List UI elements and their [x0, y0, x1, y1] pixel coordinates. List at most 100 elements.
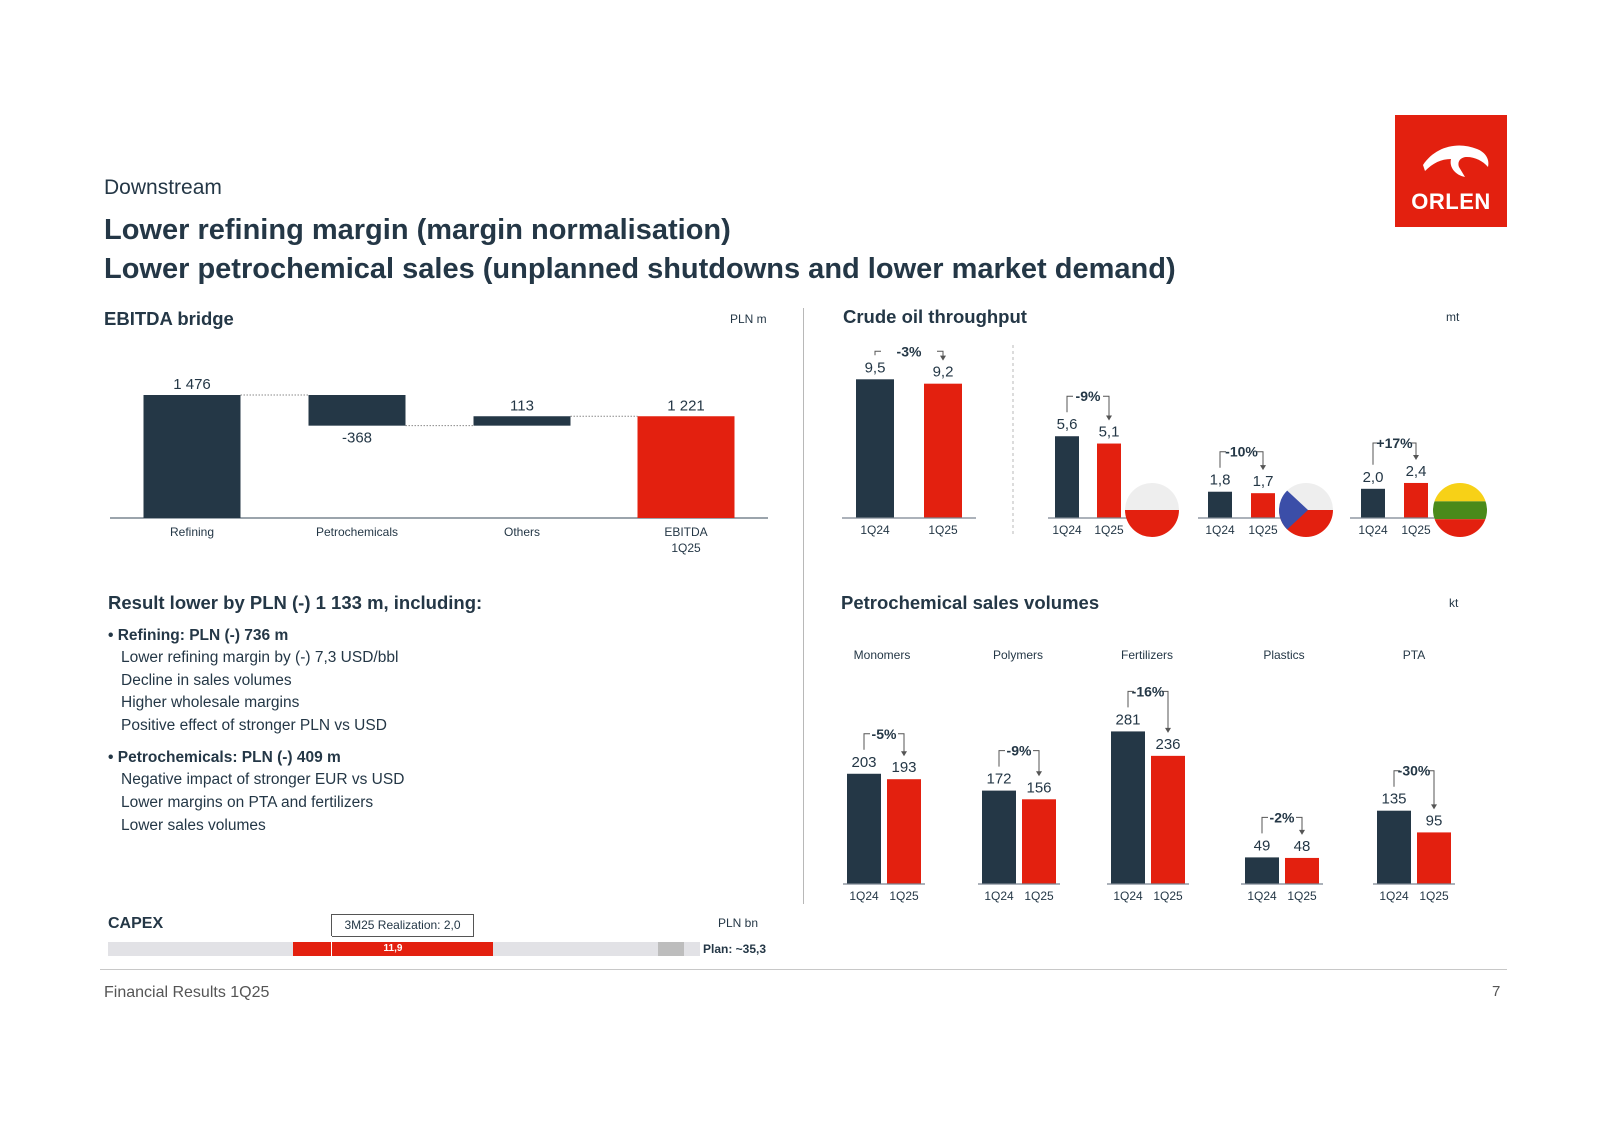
petro-polymers-change-bracket — [998, 750, 1040, 776]
crude-total-xlabel: 1Q25 — [928, 523, 958, 537]
crude-czech-republic-change-label: -10% — [1225, 444, 1258, 460]
crude-poland-xlabel: 1Q25 — [1094, 523, 1124, 537]
capex-value-bar: 11,9 — [293, 942, 493, 956]
petro-polymers-value-1q24: 172 — [986, 771, 1011, 788]
petro-fertilizers-xlabel: 1Q24 — [1113, 889, 1143, 903]
petro-plastics-change-label: -2% — [1270, 809, 1295, 825]
petro-pta-value-1q24: 135 — [1381, 791, 1406, 808]
crude-lithuania-value-1q24: 2,0 — [1363, 469, 1384, 486]
crude-lithuania-change-bracket — [1372, 442, 1417, 465]
capex-end-segment — [658, 942, 684, 956]
petro-pta-change-arrow — [1431, 804, 1437, 810]
crude-poland-bar-1q24 — [1055, 436, 1079, 518]
petro-plastics-xlabel: 1Q24 — [1247, 889, 1277, 903]
capex-realization-box: 3M25 Realization: 2,0 — [331, 914, 474, 937]
crude-total-value-1q25: 9,2 — [933, 364, 954, 381]
petro-fertilizers-xlabel: 1Q25 — [1153, 889, 1183, 903]
page-title-line-1: Lower refining margin (margin normalisat… — [104, 214, 731, 246]
petro-plastics-value-1q25: 48 — [1294, 838, 1311, 855]
petro-monomers-value-1q24: 203 — [851, 754, 876, 771]
section-label: Downstream — [104, 176, 222, 199]
crude-unit: mt — [1446, 310, 1460, 324]
footer-divider — [100, 969, 1507, 970]
crude-total-xlabel: 1Q24 — [860, 523, 890, 537]
crude-total-change-arrow — [940, 355, 946, 361]
petro-polymers-xlabel: 1Q25 — [1024, 889, 1054, 903]
vertical-divider — [803, 308, 804, 904]
ebitda-category-label: Refining — [170, 525, 214, 539]
bullet-item: Positive effect of stronger PLN vs USD — [121, 716, 387, 734]
petro-plastics-xlabel: 1Q25 — [1287, 889, 1317, 903]
petro-category-label: PTA — [1403, 648, 1425, 662]
footer-text: Financial Results 1Q25 — [104, 984, 270, 1001]
crude-poland-xlabel: 1Q24 — [1052, 523, 1082, 537]
ebitda-bar — [143, 395, 241, 518]
petro-title: Petrochemical sales volumes — [841, 592, 1100, 613]
crude-poland-change-label: -9% — [1076, 388, 1101, 404]
crude-poland-change-arrow — [1106, 415, 1112, 421]
ebitda-value-label: 1 221 — [667, 397, 705, 414]
crude-lithuania-bar-1q24 — [1361, 488, 1385, 518]
bullet-item: Decline in sales volumes — [121, 671, 292, 689]
capex-unit: PLN bn — [718, 916, 759, 930]
ebitda-bar — [637, 416, 735, 518]
petro-category-label: Polymers — [993, 648, 1043, 662]
petro-pta-value-1q25: 95 — [1426, 812, 1443, 829]
petro-polymers-value-1q25: 156 — [1026, 779, 1051, 796]
petro-monomers-xlabel: 1Q24 — [849, 889, 879, 903]
ebitda-unit: PLN m — [730, 312, 767, 326]
petro-pta-bar-1q24 — [1377, 810, 1411, 884]
crude-poland-value-1q24: 5,6 — [1057, 416, 1078, 433]
crude-lithuania-xlabel: 1Q25 — [1401, 523, 1431, 537]
crude-total-bar-1q25 — [924, 383, 962, 518]
crude-czech-republic-value-1q24: 1,8 — [1210, 472, 1231, 489]
crude-czech-republic-bar-1q24 — [1208, 491, 1232, 518]
petro-polymers-xlabel: 1Q24 — [984, 889, 1014, 903]
petro-polymers-bar-1q25 — [1022, 799, 1056, 884]
eagle-logo-icon — [1423, 145, 1489, 177]
petro-monomers-bar-1q25 — [887, 779, 921, 884]
bullet-group-petrochemicals: • Petrochemicals: PLN (-) 409 m Negative… — [108, 747, 768, 837]
page-number: 7 — [1492, 983, 1501, 1000]
petro-fertilizers-bar-1q25 — [1151, 755, 1185, 884]
crude-czech-republic-value-1q25: 1,7 — [1253, 473, 1274, 490]
petro-pta-change-bracket — [1393, 770, 1435, 809]
page-title-line-2: Lower petrochemical sales (unplanned shu… — [104, 253, 1176, 285]
petro-plastics-change-bracket — [1261, 816, 1303, 834]
crude-total-bar-1q24 — [856, 379, 894, 518]
crude-poland-change-bracket — [1066, 395, 1110, 420]
petro-polymers-bar-1q24 — [982, 790, 1016, 884]
bullet-head: • Petrochemicals: PLN (-) 409 m — [108, 749, 341, 767]
crude-czech-republic-bar-1q25 — [1251, 493, 1275, 518]
crude-total-change-label: -3% — [897, 343, 922, 359]
petro-monomers-xlabel: 1Q25 — [889, 889, 919, 903]
petro-fertilizers-bar-1q24 — [1111, 731, 1145, 884]
crude-czech-republic-xlabel: 1Q25 — [1248, 523, 1278, 537]
crude-poland-value-1q25: 5,1 — [1099, 424, 1120, 441]
bullet-item: Lower sales volumes — [121, 816, 266, 834]
ebitda-category-label: Others — [504, 525, 540, 539]
ebitda-category-label: Petrochemicals — [316, 525, 398, 539]
petro-plastics-bar-1q25 — [1285, 857, 1319, 884]
crude-poland-bar-1q25 — [1097, 443, 1121, 518]
petro-monomers-change-bracket — [863, 733, 905, 756]
petro-monomers-change-label: -5% — [872, 726, 897, 742]
petro-unit: kt — [1449, 596, 1459, 610]
petro-fertilizers-change-bracket — [1127, 690, 1169, 732]
petro-category-label: Plastics — [1263, 648, 1304, 662]
petro-monomers-bar-1q24 — [847, 773, 881, 884]
crude-lithuania-xlabel: 1Q24 — [1358, 523, 1388, 537]
petro-fertilizers-value-1q25: 236 — [1155, 736, 1180, 753]
ebitda-title: EBITDA bridge — [104, 308, 234, 329]
result-bullets: • Refining: PLN (-) 736 m Lower refining… — [108, 625, 768, 847]
petro-monomers-change-arrow — [901, 751, 907, 757]
result-heading: Result lower by PLN (-) 1 133 m, includi… — [108, 592, 483, 613]
ebitda-bar — [473, 416, 571, 426]
crude-czech-republic-change-arrow — [1260, 465, 1266, 471]
logo-text: ORLEN — [1411, 189, 1491, 214]
petro-category-label: Monomers — [854, 648, 911, 662]
crude-lithuania-change-label: +17% — [1376, 435, 1413, 451]
